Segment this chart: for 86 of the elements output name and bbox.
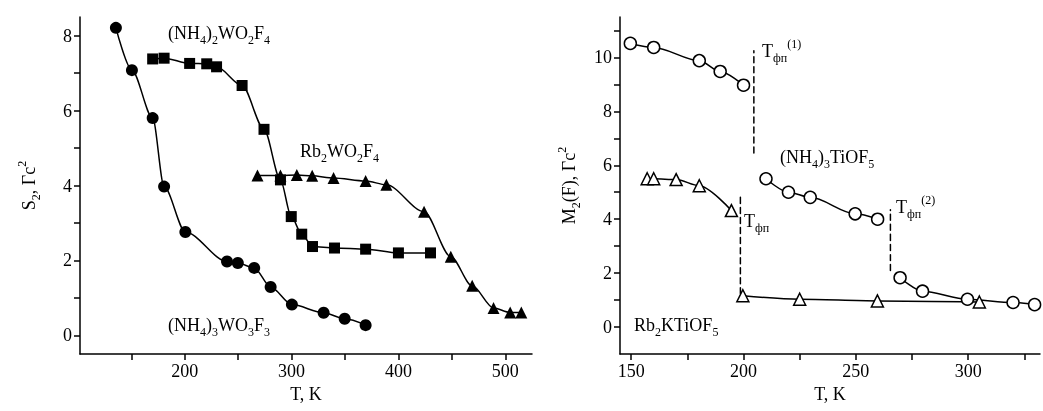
point <box>317 306 330 319</box>
point <box>759 172 773 186</box>
y-tick-label: 6 <box>603 155 612 176</box>
point <box>646 40 661 55</box>
y-axis-title: M2(F), Гс2 <box>555 146 583 225</box>
y-tick-label: 6 <box>63 100 72 121</box>
point <box>466 279 479 292</box>
point <box>338 312 351 325</box>
point <box>258 123 270 135</box>
point <box>515 306 528 319</box>
point <box>792 292 807 307</box>
y-tick-label: 4 <box>63 175 72 196</box>
y-tick-label: 8 <box>603 101 612 122</box>
point <box>109 21 122 34</box>
point <box>211 61 223 73</box>
point <box>146 112 159 125</box>
point <box>870 212 885 226</box>
point <box>360 243 372 255</box>
point <box>1006 295 1020 310</box>
point <box>915 284 930 298</box>
x-tick-label: 200 <box>730 361 758 381</box>
y-tick-label: 4 <box>603 209 612 230</box>
y-tick-label: 2 <box>603 263 612 284</box>
point <box>327 172 340 185</box>
point <box>713 64 727 79</box>
point <box>504 306 517 319</box>
point <box>692 53 707 68</box>
point <box>264 280 277 293</box>
point <box>669 172 683 187</box>
y-tick-label: 2 <box>63 250 72 271</box>
x-tick-label: 300 <box>278 361 306 381</box>
point <box>444 250 457 263</box>
x-tick-label: 300 <box>954 361 982 381</box>
y-tick-label: 0 <box>63 325 72 346</box>
point <box>392 247 404 259</box>
point <box>724 203 739 218</box>
point <box>329 242 341 254</box>
point <box>359 319 372 332</box>
x-tick-label: 500 <box>491 361 519 381</box>
point <box>125 64 138 77</box>
x-axis-title: T, K <box>290 383 322 404</box>
point <box>359 175 372 188</box>
point <box>736 289 750 303</box>
point <box>380 178 393 191</box>
point <box>803 190 817 205</box>
point <box>179 225 192 238</box>
point <box>1027 297 1042 312</box>
point <box>487 301 500 314</box>
point <box>623 36 638 51</box>
point <box>248 261 261 274</box>
point <box>418 205 431 218</box>
point <box>221 255 234 268</box>
point <box>424 247 436 259</box>
point <box>147 53 159 65</box>
point <box>972 295 987 309</box>
x-tick-label: 200 <box>171 361 199 381</box>
point <box>236 80 248 92</box>
point <box>231 257 244 270</box>
x-axis-title: T, K <box>814 383 846 404</box>
point <box>781 185 796 199</box>
point <box>307 241 319 253</box>
point <box>306 169 319 182</box>
x-tick-label: 150 <box>617 361 645 381</box>
point <box>184 57 196 69</box>
point <box>848 207 862 221</box>
point <box>893 270 907 285</box>
point <box>296 228 308 240</box>
point <box>285 298 298 311</box>
point <box>870 294 885 308</box>
point <box>692 179 707 193</box>
point <box>158 180 171 193</box>
x-tick-label: 250 <box>842 361 870 381</box>
x-tick-label: 400 <box>384 361 412 381</box>
point <box>158 52 170 64</box>
y-tick-label: 10 <box>594 47 612 68</box>
point <box>201 58 213 70</box>
y-tick-label: 0 <box>603 317 612 338</box>
point <box>960 292 975 307</box>
y-axis-title: S2, Гс2 <box>15 160 43 211</box>
point <box>251 169 264 182</box>
point <box>736 78 751 92</box>
y-tick-label: 8 <box>63 25 72 46</box>
point <box>274 169 287 182</box>
point <box>285 211 297 223</box>
point <box>290 169 303 182</box>
point <box>646 172 661 186</box>
